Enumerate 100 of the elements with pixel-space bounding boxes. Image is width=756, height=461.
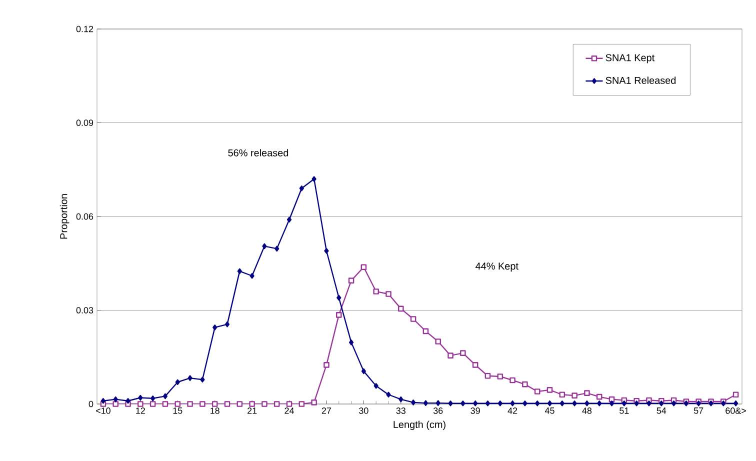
point: [175, 379, 180, 386]
x-tick-label: 36: [433, 408, 443, 414]
point: [311, 400, 317, 406]
point: [460, 400, 466, 406]
point: [473, 400, 478, 406]
point: [236, 401, 243, 407]
x-tick-label: 12: [136, 408, 145, 414]
point: [659, 400, 664, 406]
point: [324, 248, 329, 254]
point: [522, 381, 528, 388]
point: [162, 393, 168, 400]
y-axis-title: Proportion: [60, 194, 70, 239]
point: [237, 268, 242, 274]
point: [174, 401, 181, 407]
point: [150, 401, 156, 407]
point: [634, 400, 639, 406]
x-tick-label: 27: [322, 408, 332, 414]
point: [100, 398, 106, 404]
x-tick-label: <10: [96, 408, 110, 414]
point: [348, 340, 354, 346]
x-tick-label: 39: [470, 408, 480, 414]
point: [410, 400, 416, 406]
point: [435, 338, 441, 344]
point: [274, 246, 280, 252]
point: [200, 376, 205, 383]
point: [572, 392, 578, 398]
point: [126, 398, 130, 404]
point: [410, 316, 416, 322]
point: [249, 401, 255, 407]
y-tick-label: 0: [88, 400, 94, 408]
point: [274, 401, 280, 407]
point: [373, 288, 379, 294]
point: [398, 396, 404, 402]
point: [360, 264, 367, 270]
point: [422, 328, 429, 334]
y-tick-label: 0.09: [76, 120, 94, 126]
x-tick-label: 33: [396, 408, 406, 414]
point: [472, 362, 478, 368]
x-tick-label: 21: [248, 408, 257, 414]
point: [522, 400, 528, 406]
point: [671, 400, 676, 406]
point: [498, 400, 502, 406]
point: [535, 400, 540, 406]
point: [224, 401, 230, 407]
point: [484, 372, 491, 379]
point: [596, 394, 602, 400]
x-tick-label: 54: [656, 408, 666, 414]
x-tick-label: 24: [284, 408, 294, 414]
point: [188, 375, 192, 381]
point: [374, 382, 378, 389]
point: [436, 400, 440, 406]
x-tick-label: 30: [359, 408, 368, 414]
point: [112, 401, 118, 407]
point: [510, 400, 515, 406]
point: [732, 392, 739, 398]
annotation: 56% released: [228, 149, 288, 156]
point: [286, 216, 292, 223]
point: [138, 394, 143, 401]
point: [584, 390, 590, 396]
point: [212, 324, 218, 330]
point: [336, 312, 342, 318]
point: [324, 362, 330, 368]
point: [150, 395, 156, 402]
x-tick-label: 18: [210, 408, 220, 414]
point: [361, 368, 366, 374]
point: [386, 291, 392, 297]
point: [224, 321, 230, 328]
point: [113, 396, 118, 402]
point: [572, 400, 577, 406]
point: [559, 392, 566, 398]
point: [187, 401, 193, 407]
point: [286, 401, 292, 407]
point: [534, 388, 540, 394]
point: [733, 400, 738, 406]
point: [250, 272, 254, 279]
point: [546, 387, 553, 393]
y-tick-label: 0.12: [76, 26, 94, 32]
point: [262, 401, 268, 407]
x-tick-label: 48: [582, 408, 592, 414]
legend-label: SNA1 Released: [606, 76, 676, 84]
point: [597, 400, 602, 406]
point: [200, 401, 206, 407]
point: [398, 306, 404, 312]
point: [622, 400, 626, 406]
x-tick-label: 15: [173, 408, 182, 414]
point: [609, 400, 614, 406]
point: [448, 400, 453, 406]
point: [560, 400, 564, 406]
point: [547, 400, 552, 406]
point: [138, 401, 144, 407]
legend-label: SNA1 Kept: [606, 54, 655, 64]
y-tick-label: 0.06: [76, 213, 94, 220]
point: [312, 176, 316, 182]
point: [386, 392, 391, 398]
point: [584, 400, 590, 406]
point: [262, 243, 267, 250]
point: [646, 400, 652, 406]
x-axis-title: Length (cm): [394, 420, 446, 430]
point: [448, 352, 454, 358]
y-tick-label: 0.03: [76, 307, 94, 314]
